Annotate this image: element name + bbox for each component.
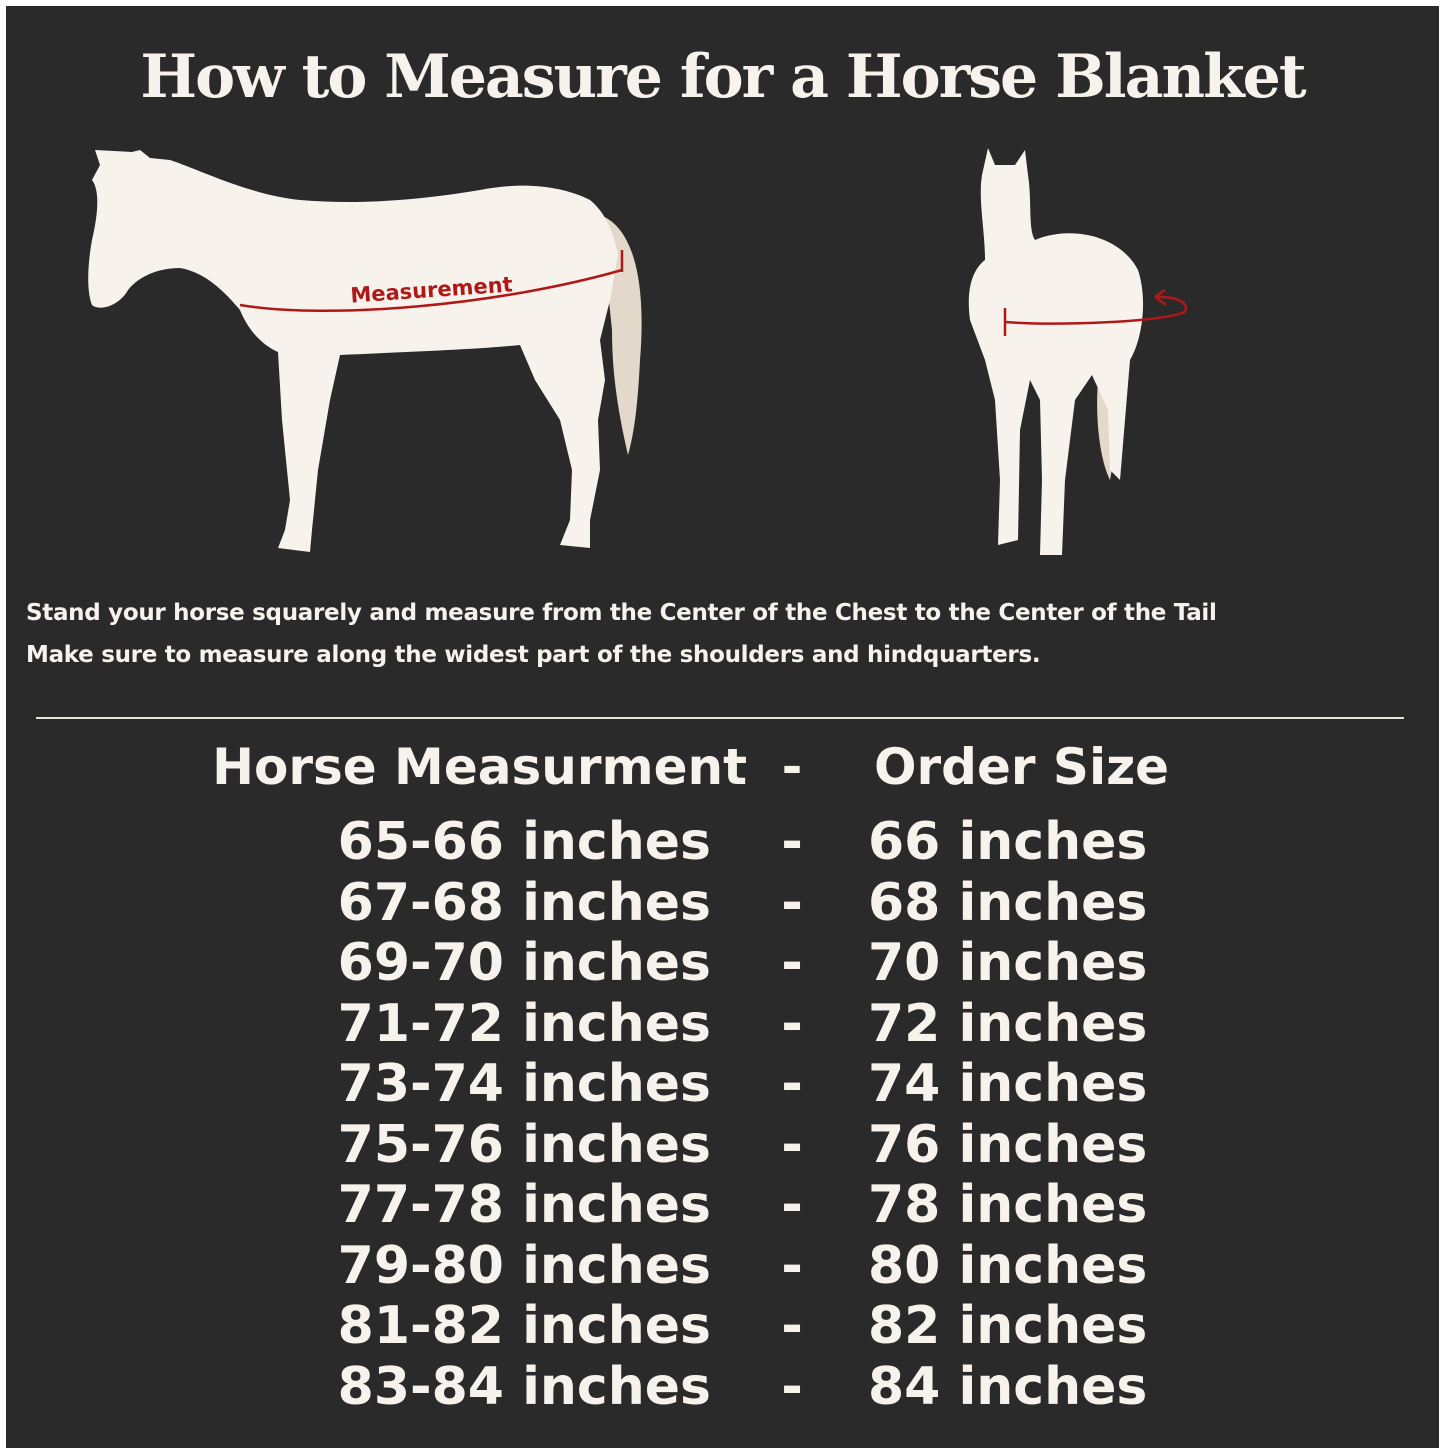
table-row: 73-74 inches - 74 inches [0,1054,1445,1114]
girth-measurement-arrow [1003,288,1188,336]
horse-measurement-cell: 79-80 inches [337,1235,711,1296]
table-row: 77-78 inches - 78 inches [0,1175,1445,1235]
header-order-size: Order Size [874,738,1170,796]
measurement-line [239,250,624,313]
separator-cell: - [781,1296,803,1356]
horse-measurement-cell: 83-84 inches [337,1356,711,1417]
order-size-cell: 72 inches [868,993,1148,1054]
order-size-cell: 84 inches [868,1356,1148,1417]
separator-cell: - [781,1175,803,1235]
separator-cell: - [781,872,803,933]
header-horse-measurement: Horse Measurment [212,738,747,796]
order-size-cell: 74 inches [868,1054,1148,1114]
table-header: Horse Measurment - Order Size [0,738,1445,798]
horse-measurement-cell: 69-70 inches [337,933,711,993]
horse-measurement-cell: 77-78 inches [337,1175,711,1235]
separator-cell: - [781,1356,803,1417]
separator-cell: - [781,1114,803,1175]
header-separator: - [781,738,803,796]
horse-side-body [88,150,619,552]
table-row: 71-72 inches - 72 inches [0,994,1445,1054]
order-size-cell: 70 inches [868,933,1148,993]
instruction-line-2: Make sure to measure along the widest pa… [26,642,1041,668]
horse-side-view-illustration: Measurement [88,148,1188,555]
order-size-cell: 76 inches [868,1114,1148,1175]
horse-measurement-cell: 65-66 inches [337,812,711,872]
order-size-cell: 80 inches [868,1235,1148,1296]
order-size-cell: 66 inches [868,812,1148,872]
separator-cell: - [781,1235,803,1296]
order-size-cell: 68 inches [868,872,1148,933]
table-row: 75-76 inches - 76 inches [0,1115,1445,1175]
instruction-line-1: Stand your horse squarely and measure fr… [26,600,1217,626]
horse-measurement-cell: 71-72 inches [337,993,711,1054]
horse-measurement-cell: 67-68 inches [337,872,711,933]
table-row: 67-68 inches - 68 inches [0,873,1445,933]
table-row: 79-80 inches - 80 inches [0,1236,1445,1296]
horse-measurement-cell: 81-82 inches [337,1296,711,1356]
separator-cell: - [781,1054,803,1114]
table-row: 81-82 inches - 82 inches [0,1296,1445,1356]
horse-front-body [968,148,1144,555]
separator-cell: - [781,993,803,1054]
separator-cell: - [781,933,803,993]
horse-measurement-cell: 73-74 inches [337,1054,711,1114]
table-row: 65-66 inches - 66 inches [0,812,1445,872]
horse-measurement-cell: 75-76 inches [337,1114,711,1175]
table-row: 69-70 inches - 70 inches [0,933,1445,993]
page-title: How to Measure for a Horse Blanket [140,42,1306,112]
order-size-cell: 78 inches [868,1175,1148,1235]
separator-cell: - [781,812,803,872]
order-size-cell: 82 inches [868,1296,1148,1356]
table-row: 83-84 inches - 84 inches [0,1357,1445,1417]
divider [36,717,1404,719]
